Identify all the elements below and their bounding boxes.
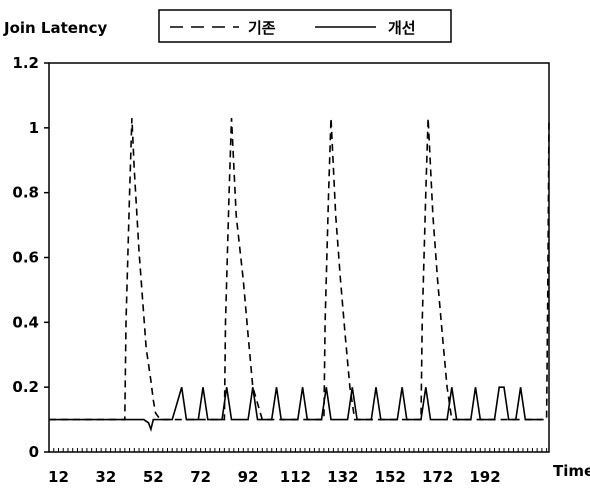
x-tick-label: 32 <box>95 468 116 486</box>
x-tick-label: 52 <box>143 468 164 486</box>
y-tick-label: 0 <box>29 443 39 461</box>
series-line-improved <box>49 386 542 433</box>
x-tick-label: 12 <box>48 468 69 486</box>
x-tick-label: 72 <box>190 468 211 486</box>
legend-box <box>158 9 452 43</box>
legend-label-existing: 기존 <box>248 19 276 37</box>
x-axis-ticks <box>53 448 548 452</box>
x-tick-label: 152 <box>375 468 406 486</box>
y-tick-label: 0.6 <box>12 249 39 267</box>
legend: 기존 개선 <box>158 9 452 43</box>
x-tick-label: 112 <box>280 468 311 486</box>
y-tick-label: 1 <box>29 119 39 137</box>
x-axis-tick-labels: 12 32 52 72 92 112 132 152 172 192 <box>48 468 501 486</box>
x-tick-label: 172 <box>422 468 453 486</box>
y-tick-label: 0.2 <box>12 378 39 396</box>
y-axis-ticks <box>44 62 49 453</box>
series-line-existing <box>49 118 550 421</box>
y-tick-label: 0.4 <box>12 313 39 331</box>
y-tick-label: 1.2 <box>12 54 39 72</box>
x-tick-label: 92 <box>238 468 259 486</box>
x-tick-label: 132 <box>327 468 358 486</box>
y-axis-tick-labels: 0 0.2 0.4 0.6 0.8 1 1.2 <box>12 54 39 461</box>
legend-label-improved: 개선 <box>388 19 416 37</box>
y-axis-label: Join Latency <box>3 19 108 37</box>
x-tick-label: 192 <box>469 468 500 486</box>
x-axis-label: Time <box>553 462 590 480</box>
y-tick-label: 0.8 <box>12 184 39 202</box>
series-layer <box>49 118 550 433</box>
